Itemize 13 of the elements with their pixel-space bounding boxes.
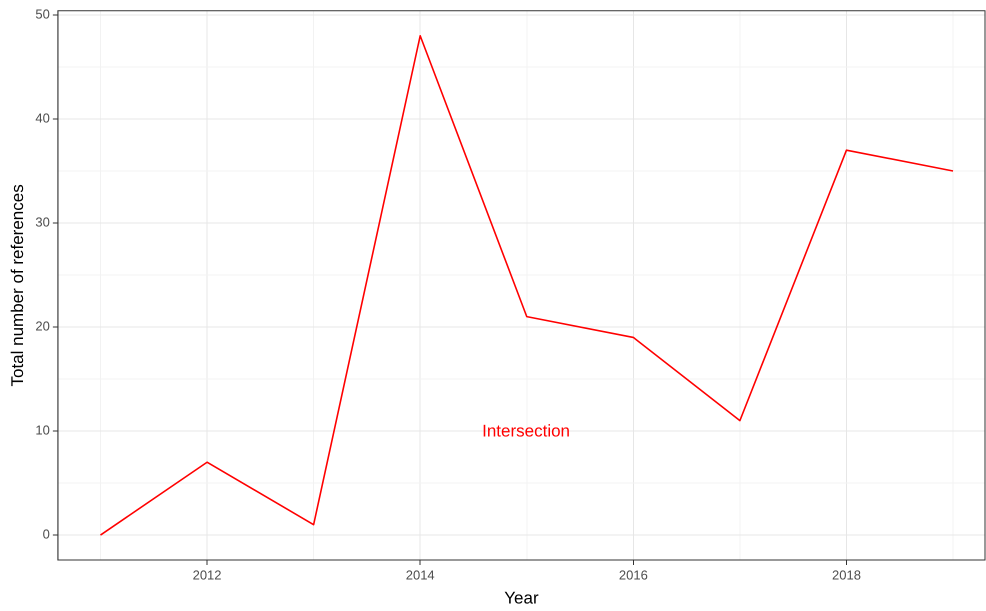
y-tick-label: 20 — [35, 318, 50, 334]
y-tick-label: 0 — [42, 526, 50, 542]
x-tick-label: 2014 — [406, 567, 435, 582]
x-axis-title: Year — [504, 588, 539, 608]
y-tick-label: 40 — [35, 110, 50, 126]
annotation: Intersection — [482, 422, 570, 441]
y-tick-label: 30 — [35, 214, 50, 230]
x-tick-label: 2016 — [618, 567, 648, 582]
y-tick-label: 10 — [35, 422, 50, 438]
x-tick-label: 2018 — [832, 567, 861, 582]
y-axis-title: Total number of references — [8, 184, 27, 387]
y-tick-label: 50 — [35, 6, 50, 22]
x-tick-label: 2012 — [192, 567, 222, 582]
